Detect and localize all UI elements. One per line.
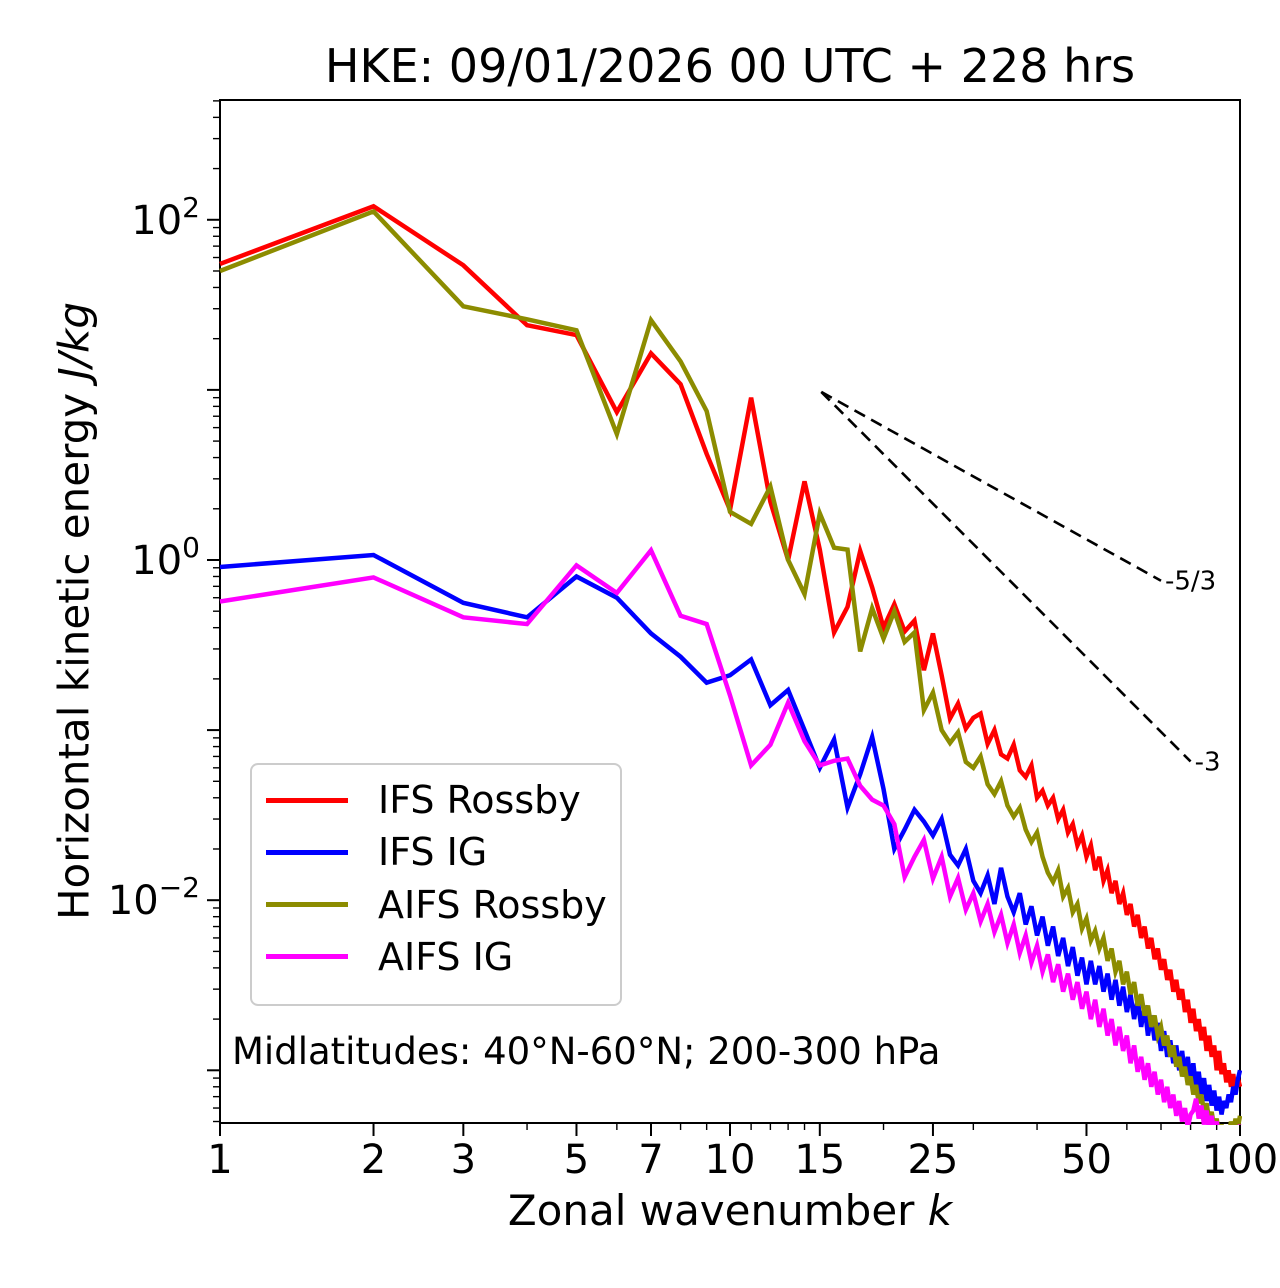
legend: IFS Rossby IFS IG AIFS Rossby AIFS IG [250, 763, 622, 1006]
legend-line-sample-aifs-ig [266, 954, 348, 960]
legend-line-sample-aifs-rossby [266, 902, 348, 908]
legend-label: AIFS IG [378, 934, 514, 979]
series-line-aifs-ig [219, 546, 1242, 1125]
y-tick-label: 102 [131, 191, 200, 244]
legend-item-ifs-rossby: IFS Rossby [252, 781, 620, 819]
series-line-ifs-rossby [219, 203, 1242, 1092]
y-axis-label-units: J/kg [49, 301, 99, 380]
legend-label: AIFS Rossby [378, 882, 607, 927]
x-tick-label: 10 [705, 1137, 756, 1183]
x-tick-label: 50 [1061, 1137, 1112, 1183]
x-tick-label: 2 [361, 1137, 386, 1183]
series-line-aifs-rossby [219, 208, 1242, 1125]
y-axis-label: Horizontal kinetic energy J/kg [50, 302, 99, 920]
y-tick-label: 100 [131, 531, 200, 584]
legend-label: IFS IG [378, 830, 488, 875]
slope-reference-line [820, 390, 1192, 763]
slope-label: -3 [1195, 747, 1221, 777]
chart-title: HKE: 09/01/2026 00 UTC + 228 hrs [324, 39, 1136, 93]
x-tick-label: 3 [451, 1137, 476, 1183]
x-tick-label: 15 [794, 1137, 845, 1183]
slope-label: -5/3 [1165, 567, 1216, 597]
y-axis-label-text: Horizontal kinetic energy [49, 379, 99, 921]
legend-line-sample-ifs-ig [266, 849, 348, 855]
x-axis-label: Zonal wavenumber k [220, 1186, 1240, 1235]
x-axis-label-text: Zonal wavenumber [507, 1186, 928, 1235]
legend-line-sample-ifs-rossby [266, 797, 348, 803]
y-tick-label: 10−2 [108, 871, 200, 924]
x-axis-label-symbol: k [927, 1186, 953, 1235]
slope-reference-line [820, 390, 1162, 582]
legend-item-aifs-ig: AIFS IG [252, 938, 620, 976]
x-tick-label: 5 [564, 1137, 589, 1183]
legend-label: IFS Rossby [378, 778, 581, 823]
x-tick-label: 100 [1202, 1137, 1278, 1183]
x-tick-label: 7 [638, 1137, 663, 1183]
legend-item-ifs-ig: IFS IG [252, 833, 620, 871]
x-tick-label: 25 [907, 1137, 958, 1183]
annotation-midlatitudes: Midlatitudes: 40°N-60°N; 200-300 hPa [232, 1030, 941, 1073]
x-tick-label: 1 [207, 1137, 232, 1183]
series-line-ifs-ig [219, 552, 1242, 1115]
legend-item-aifs-rossby: AIFS Rossby [252, 886, 620, 924]
